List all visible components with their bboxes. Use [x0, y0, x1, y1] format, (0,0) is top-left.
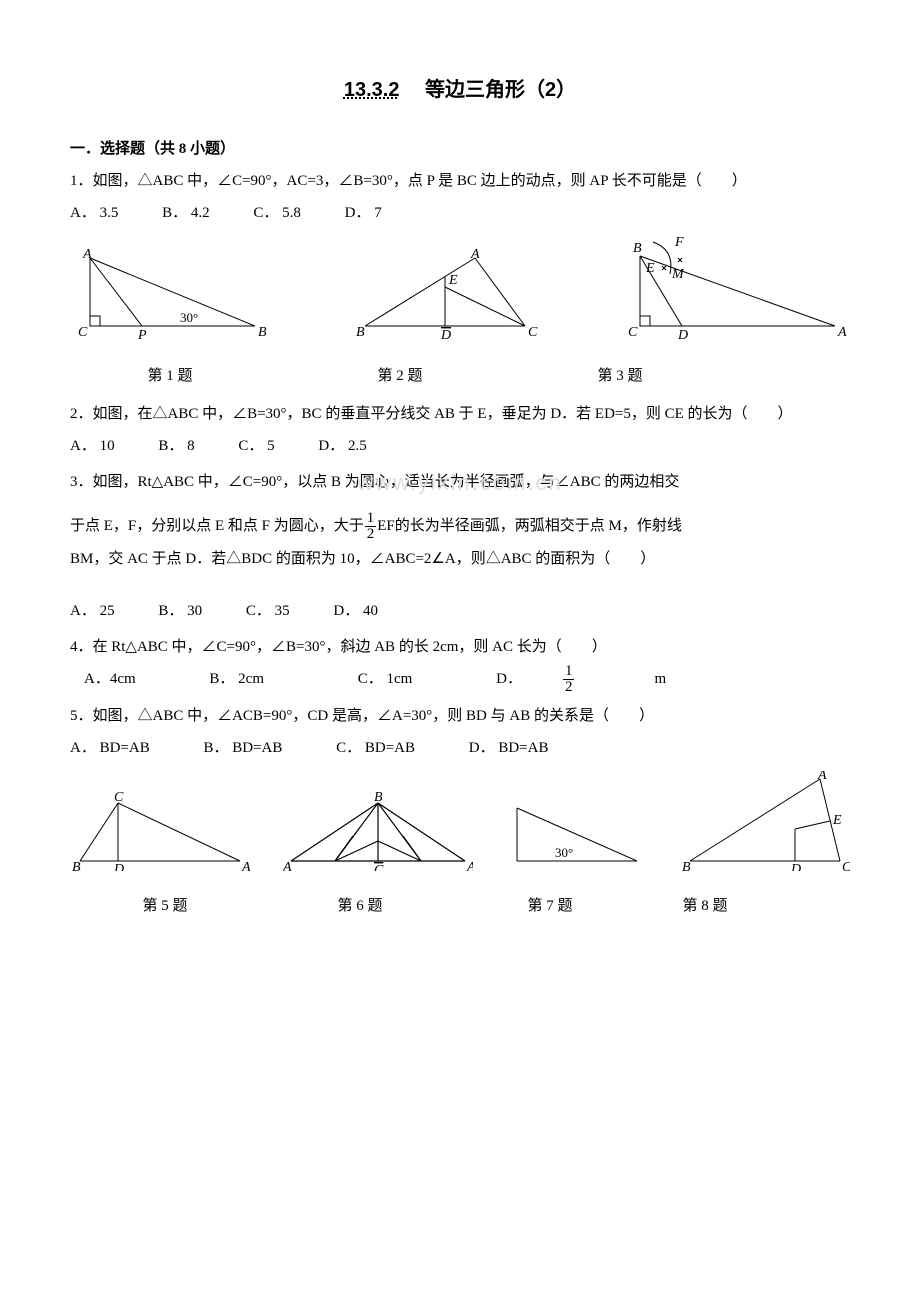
q3-line2b: EF的长为半径画弧，两弧相交于点 M，作射线 [377, 518, 682, 534]
question-3-line2: 于点 E，F，分别以点 E 和点 F 为圆心，大于12EF的长为半径画弧，两弧相… [70, 511, 850, 542]
q1-choice-a: A． 3.5 [70, 198, 118, 228]
question-2: 2．如图，在△ABC 中，∠B=30°，BC 的垂直平分线交 AB 于 E，垂足… [70, 399, 850, 429]
svg-text:A: A [837, 325, 847, 340]
svg-text:B: B [356, 325, 365, 340]
svg-text:A: A [466, 860, 473, 871]
svg-text:E: E [448, 273, 458, 288]
svg-text:A: A [82, 247, 92, 262]
fraction-half-2: 12 [563, 664, 615, 695]
svg-text:C: C [78, 325, 88, 340]
q3-choices: A． 25 B． 30 C． 35 D． 40 [70, 596, 850, 626]
figure-row-2: C B D A A B C A [70, 771, 850, 871]
q2-choice-d: D． 2.5 [318, 431, 366, 461]
svg-text:D: D [677, 328, 688, 341]
figure-q6: A B C A [283, 791, 473, 871]
svg-text:C: C [114, 791, 124, 805]
q2-choice-c: C． 5 [238, 431, 274, 461]
q5-choice-d: D． BD=AB [469, 733, 549, 763]
caption-q6: 第 6 题 [260, 891, 460, 921]
svg-text:A: A [817, 771, 827, 783]
q1-choices: A． 3.5 B． 4.2 C． 5.8 D． 7 [70, 198, 850, 228]
q4-choice-a: A．4cm [84, 664, 136, 694]
figure-row-1: A C B P 30° A B C D E [70, 236, 850, 341]
q5-choice-b: B． BD=AB [203, 733, 282, 763]
q1-choice-c: C． 5.8 [253, 198, 301, 228]
title-text [405, 79, 425, 101]
q4-choice-c: C． 1cm [358, 664, 413, 694]
q1-choice-b: B． 4.2 [162, 198, 210, 228]
q4-choice-b: B． 2cm [209, 664, 264, 694]
svg-text:C: C [528, 325, 538, 340]
caption-q8: 第 8 题 [640, 891, 770, 921]
svg-text:30°: 30° [180, 310, 198, 325]
svg-text:F: F [674, 236, 684, 250]
svg-text:E: E [832, 813, 842, 828]
question-5: 5．如图，△ABC 中，∠ACB=90°，CD 是高，∠A=30°，则 BD 与… [70, 701, 850, 731]
q4-choices: A．4cm B． 2cm C． 1cm D． 12 m [70, 664, 850, 695]
caption-q1: 第 1 题 [70, 361, 270, 391]
svg-text:A: A [470, 247, 480, 262]
q3-choice-a: A． 25 [70, 596, 115, 626]
caption-row-2: 第 5 题 第 6 题 第 7 题 第 8 题 [70, 891, 850, 921]
q2-choice-a: A． 10 [70, 431, 115, 461]
q3-choice-d: D． 40 [333, 596, 378, 626]
svg-text:P: P [137, 328, 147, 341]
figure-q8: A B C D E [680, 771, 850, 871]
figure-q3: B F E M C D A [620, 236, 850, 341]
caption-q5: 第 5 题 [70, 891, 260, 921]
svg-text:A: A [283, 860, 292, 871]
svg-text:C: C [374, 863, 384, 871]
frac-den: 2 [365, 527, 377, 542]
q3-line2a: 于点 E，F，分别以点 E 和点 F 为圆心，大于 [70, 518, 364, 534]
title-number: 13.3.2 [344, 79, 400, 101]
section-1-header: 一．选择题（共 8 小题） [70, 134, 850, 164]
q1-choice-d: D． 7 [345, 198, 382, 228]
svg-text:M: M [671, 267, 685, 282]
svg-text:30°: 30° [555, 845, 573, 860]
q3-choice-b: B． 30 [158, 596, 202, 626]
frac-den-2: 2 [563, 680, 575, 695]
caption-row-1: 第 1 题 第 2 题 第 3 题 [70, 361, 850, 391]
figure-q2: A B C D E [350, 246, 540, 341]
question-3-line3: BM，交 AC 于点 D．若△BDC 的面积为 10，∠ABC=2∠A，则△AB… [70, 544, 850, 574]
frac-num: 1 [365, 511, 377, 527]
q5-choices: A． BD=AB B． BD=AB C． BD=AB D． BD=AB [70, 733, 850, 763]
figure-q7: 30° [507, 796, 647, 871]
svg-text:C: C [842, 860, 850, 871]
figure-q1: A C B P 30° [70, 246, 270, 341]
svg-text:B: B [72, 860, 81, 871]
q4-d-pre: D． [496, 664, 522, 694]
svg-text:E: E [645, 261, 655, 276]
svg-text:D: D [440, 328, 451, 341]
figure-q5: C B D A [70, 791, 250, 871]
caption-q7: 第 7 题 [460, 891, 640, 921]
q4-d-suf: m [654, 664, 666, 694]
question-1: 1．如图，△ABC 中，∠C=90°，AC=3，∠B=30°，点 P 是 BC … [70, 166, 850, 196]
q2-choices: A． 10 B． 8 C． 5 D． 2.5 [70, 431, 850, 461]
q5-choice-c: C． BD=AB [336, 733, 415, 763]
frac-num-2: 1 [563, 664, 575, 680]
title-main: 等边三角形（2） [425, 79, 576, 101]
svg-text:B: B [633, 241, 642, 256]
caption-q2: 第 2 题 [270, 361, 530, 391]
q5-choice-a: A． BD=AB [70, 733, 150, 763]
q2-choice-b: B． 8 [158, 431, 194, 461]
svg-text:B: B [682, 860, 691, 871]
question-4: 4．在 Rt△ABC 中，∠C=90°，∠B=30°，斜边 AB 的长 2cm，… [70, 632, 850, 662]
svg-text:C: C [628, 325, 638, 340]
svg-text:B: B [258, 325, 267, 340]
q3-choice-c: C． 35 [246, 596, 290, 626]
fraction-half-1: 12 [365, 511, 377, 542]
svg-text:D: D [790, 862, 801, 871]
q4-choice-d: D． 12 m [496, 664, 706, 695]
svg-text:D: D [113, 862, 124, 871]
svg-text:B: B [374, 791, 383, 805]
svg-text:A: A [241, 860, 250, 871]
caption-q3: 第 3 题 [530, 361, 710, 391]
